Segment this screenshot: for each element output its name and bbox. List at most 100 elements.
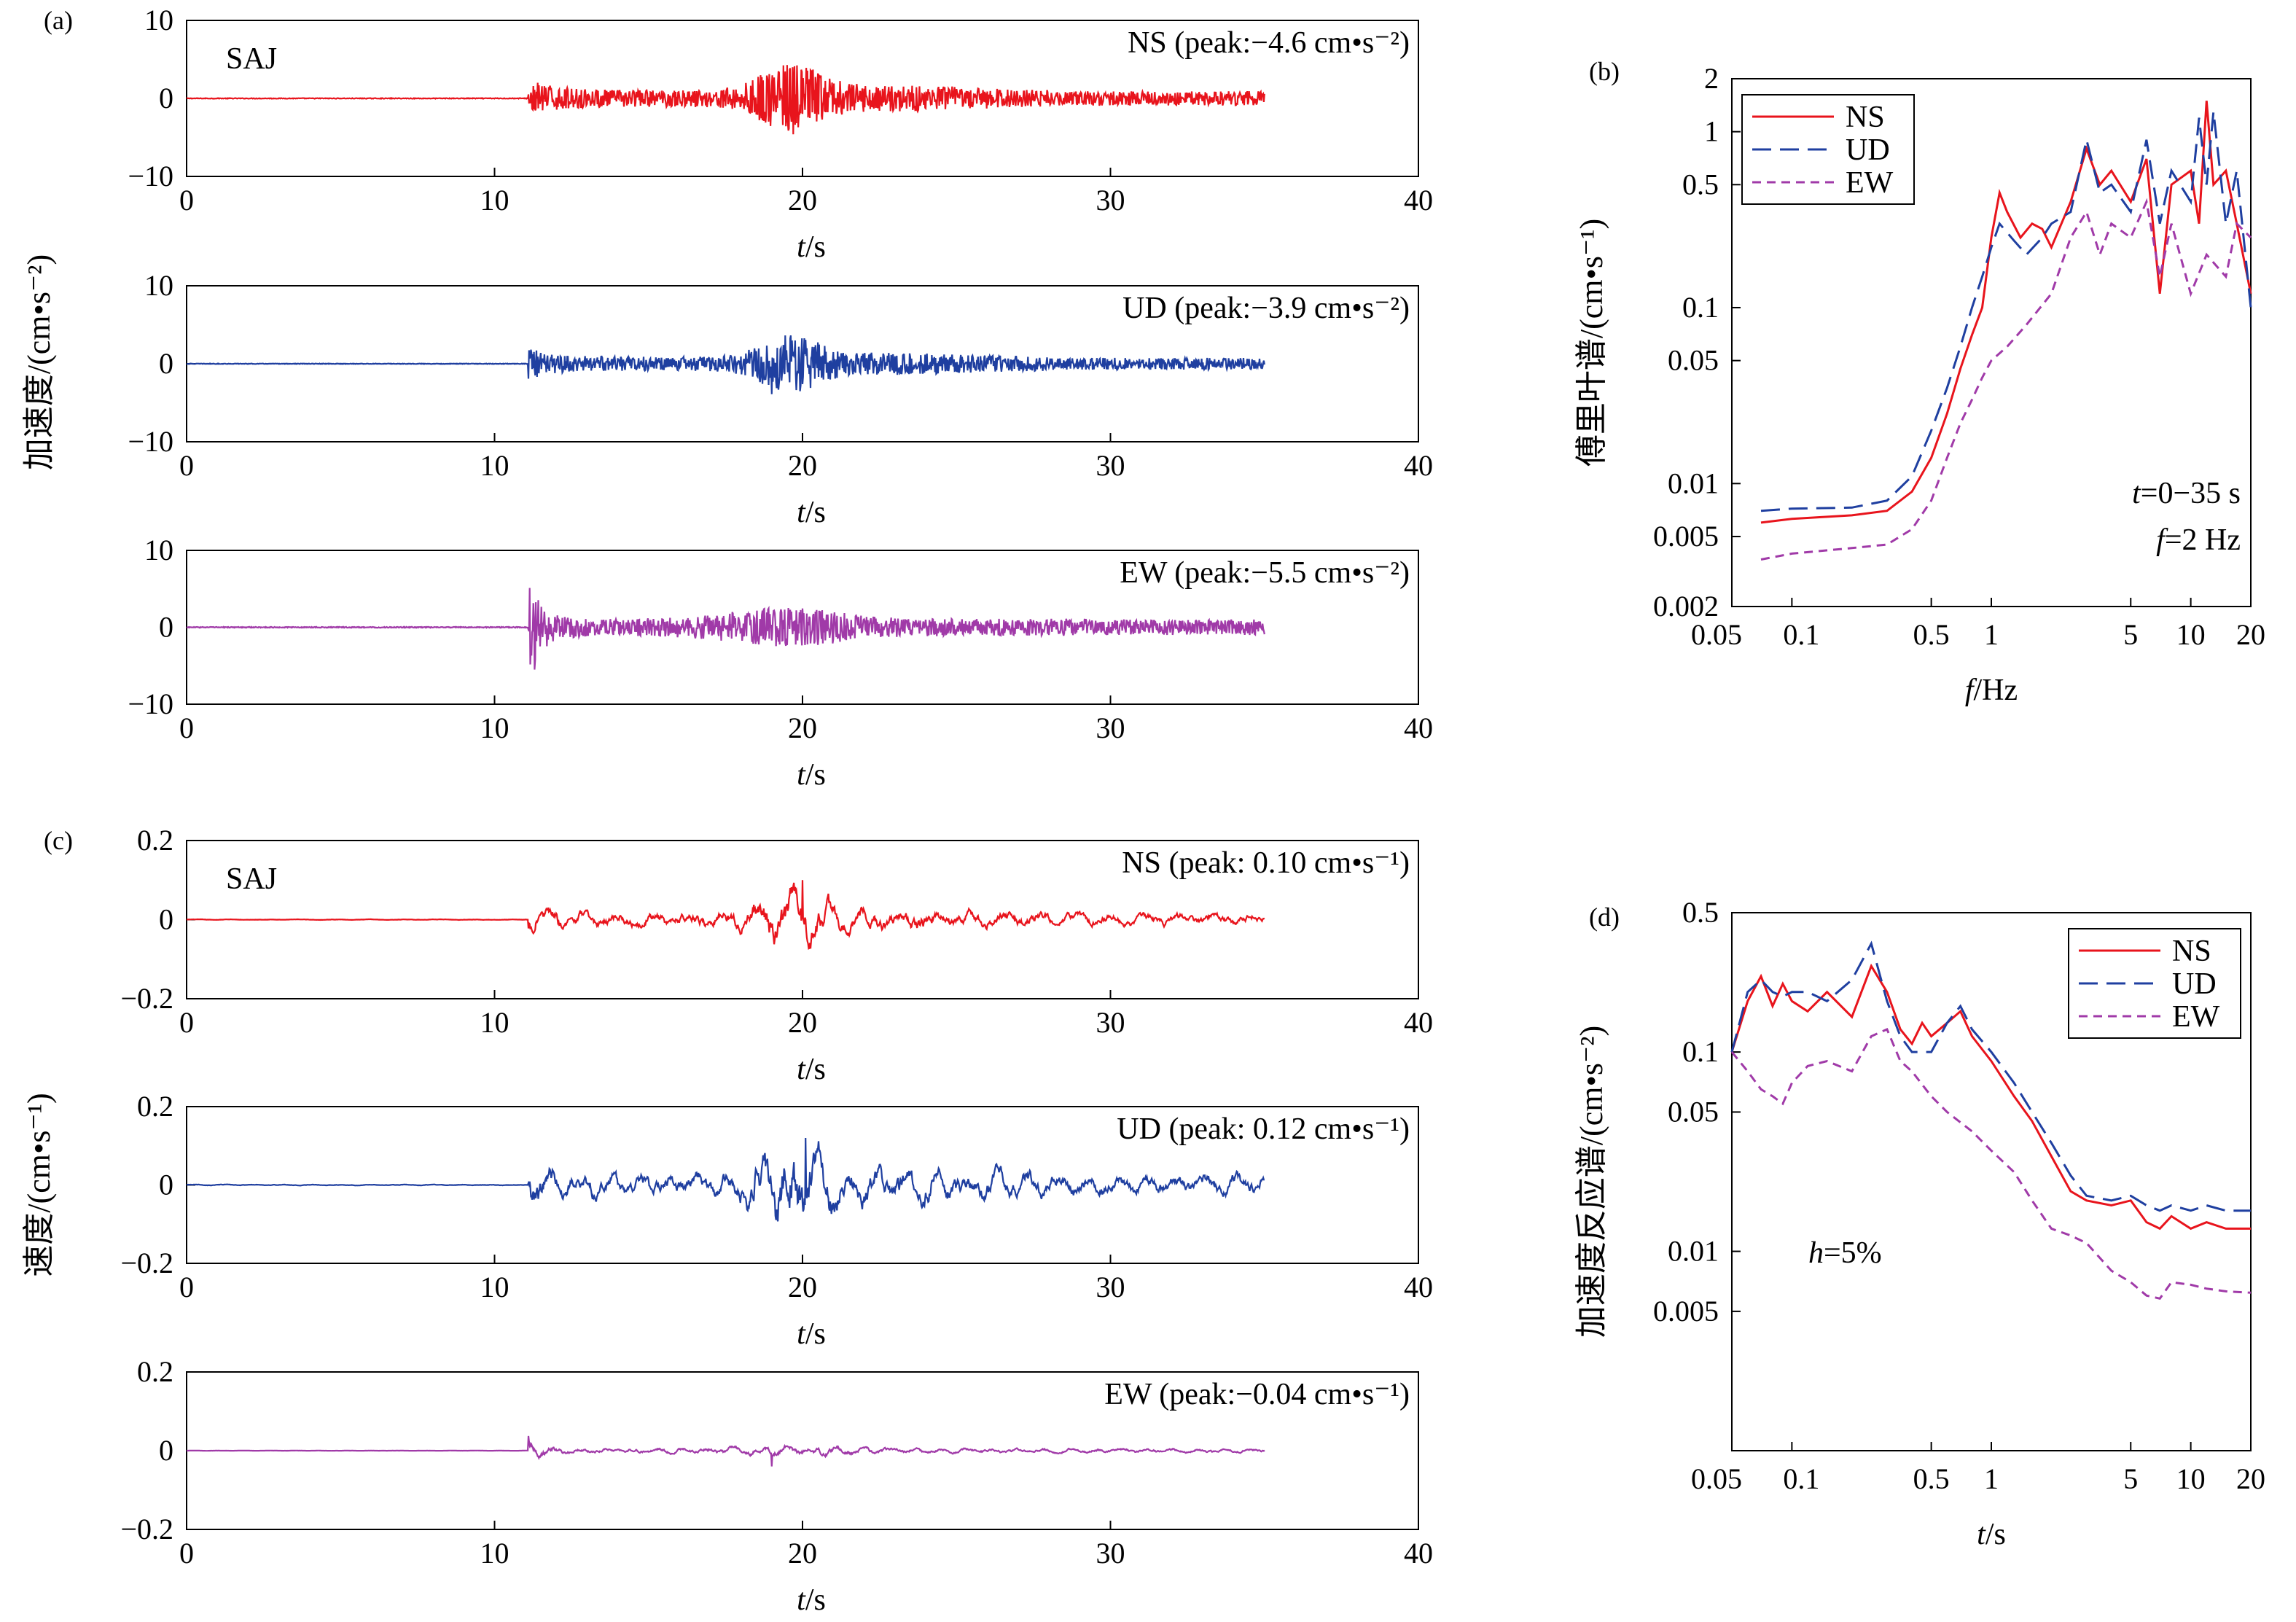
x-tick-label: 40 <box>1404 711 1433 744</box>
x-tick-label: 30 <box>1096 449 1125 482</box>
legend-label: NS <box>2172 935 2211 968</box>
y-axis-label: 加速度/(cm•s⁻²) <box>21 254 57 470</box>
y-tick-label: 0.2 <box>137 1355 173 1388</box>
x-tick-label: 20 <box>788 1006 817 1039</box>
x-tick-label: 20 <box>788 1537 817 1570</box>
legend-label: NS <box>1846 101 1885 134</box>
y-tick-label: 0.005 <box>1653 1295 1719 1327</box>
x-tick-label: 0.05 <box>1691 1462 1742 1495</box>
peak-annotation: NS (peak:−4.6 cm•s⁻²) <box>1128 26 1410 60</box>
x-tick-label: 0 <box>179 1271 194 1303</box>
x-tick-label: 10 <box>480 1006 509 1039</box>
x-tick-label: 0 <box>179 449 194 482</box>
subplot-ew: 0.20−0.20 10 20 30 40t/sEW (peak:−0.04 cm•s⁻… <box>120 1355 1433 1617</box>
y-tick-label: 10 <box>144 269 173 302</box>
panel-b: (b) 0.05 0.1 0.5 1 5 10 20 0.002 0.005 0.01 0.05 0.1… <box>1574 57 2265 707</box>
waveform-ns <box>186 880 1265 950</box>
x-axis-label: t/s <box>1977 1518 2006 1551</box>
x-tick-label: 10 <box>480 184 509 217</box>
x-axis-label: t/s <box>797 1317 826 1351</box>
waveform-ew <box>186 588 1265 670</box>
y-tick-label: 0.1 <box>1682 291 1719 324</box>
y-tick-label: 0.2 <box>137 824 173 857</box>
y-axis-label: 速度/(cm•s⁻¹) <box>21 1093 57 1276</box>
x-tick-label: 20 <box>788 449 817 482</box>
x-tick-label: 30 <box>1096 1271 1125 1303</box>
legend-label: UD <box>2172 967 2217 1001</box>
x-tick-label: 40 <box>1404 1006 1433 1039</box>
x-tick-label: 0.5 <box>1913 618 1950 651</box>
annotation: f=2 Hz <box>2156 523 2241 557</box>
series-ns <box>1730 963 2251 1231</box>
x-tick-label: 0.1 <box>1783 1462 1819 1495</box>
waveform-ud <box>186 1137 1265 1222</box>
subplot-ns: 0.20−0.20 10 20 30 40t/sNS (peak: 0.10 cm•s⁻… <box>120 824 1433 1086</box>
y-tick-label: −0.2 <box>120 1247 173 1279</box>
y-tick-label: −0.2 <box>120 982 173 1015</box>
waveform-ns <box>186 65 1265 135</box>
x-tick-label: 10 <box>480 1537 509 1570</box>
x-tick-label: 1 <box>1984 618 1999 651</box>
subplot-ew: 100−100 10 20 30 40t/sEW (peak:−5.5 cm•s⁻²) <box>128 534 1433 792</box>
y-tick-label: 0 <box>159 611 173 644</box>
x-tick-label: 0.1 <box>1783 618 1819 651</box>
series-ew <box>1760 198 2252 561</box>
y-tick-label: −10 <box>128 160 173 192</box>
peak-annotation: UD (peak:−3.9 cm•s⁻²) <box>1122 292 1410 325</box>
y-axis-label: 傅里叶谱/(cm•s⁻¹) <box>1574 219 1609 467</box>
series-ew <box>1730 1028 2252 1300</box>
x-tick-label: 30 <box>1096 1006 1125 1039</box>
subplot-ns: 100−100 10 20 30 40t/sNS (peak:−4.6 cm•s⁻²)S… <box>128 4 1433 264</box>
x-tick-label: 0 <box>179 1006 194 1039</box>
y-tick-label: 0 <box>159 347 173 380</box>
x-tick-label: 40 <box>1404 449 1433 482</box>
x-tick-label: 20 <box>788 711 817 744</box>
x-tick-label: 5 <box>2123 1462 2138 1495</box>
panel-c: (c)速度/(cm•s⁻¹)0.20−0.20 10 20 30 40t/sNS (pe… <box>21 824 1433 1617</box>
waveform-ew <box>187 1435 1265 1467</box>
station-label: SAJ <box>226 862 277 896</box>
y-tick-label: 0.2 <box>137 1090 173 1123</box>
peak-annotation: EW (peak:−0.04 cm•s⁻¹) <box>1104 1378 1410 1411</box>
y-tick-label: 0.002 <box>1653 590 1719 623</box>
y-tick-label: 10 <box>144 4 173 36</box>
x-tick-label: 1 <box>1984 1462 1999 1495</box>
series-ud <box>1760 112 2252 512</box>
y-tick-label: 0.05 <box>1668 344 1719 377</box>
x-tick-label: 10 <box>480 711 509 744</box>
y-tick-label: 0 <box>159 82 173 114</box>
y-tick-label: 2 <box>1704 62 1719 95</box>
legend-label: UD <box>1846 133 1890 167</box>
x-tick-label: 10 <box>480 449 509 482</box>
x-tick-label: 0 <box>179 184 194 217</box>
y-tick-label: 0.01 <box>1668 1235 1719 1268</box>
x-tick-label: 0 <box>179 1537 194 1570</box>
subplot-ud: 0.20−0.20 10 20 30 40t/sUD (peak: 0.12 cm•s⁻… <box>120 1090 1433 1351</box>
y-tick-label: 0 <box>159 1169 173 1201</box>
y-tick-label: 0.5 <box>1682 896 1719 929</box>
y-tick-label: 10 <box>144 534 173 566</box>
station-label: SAJ <box>226 42 277 76</box>
peak-annotation: NS (peak: 0.10 cm•s⁻¹) <box>1122 846 1410 880</box>
panel-label: (d) <box>1589 902 1620 932</box>
panel-label: (c) <box>44 826 73 855</box>
y-tick-label: 1 <box>1704 115 1719 148</box>
x-axis-label: t/s <box>797 1583 826 1617</box>
y-tick-label: 0.005 <box>1653 520 1719 553</box>
legend-label: EW <box>2172 1000 2220 1034</box>
panel-a: (a)加速度/(cm•s⁻²)100−100 10 20 30 40t/sNS (pea… <box>21 4 1433 792</box>
y-tick-label: 0.1 <box>1682 1035 1719 1068</box>
waveform-ud <box>186 335 1265 394</box>
series-ns <box>1760 101 2252 524</box>
peak-annotation: EW (peak:−5.5 cm•s⁻²) <box>1120 556 1410 590</box>
x-tick-label: 30 <box>1096 711 1125 744</box>
x-tick-label: 0.05 <box>1691 618 1742 651</box>
x-tick-label: 20 <box>2236 1462 2265 1495</box>
panel-label: (b) <box>1589 57 1620 86</box>
x-tick-label: 30 <box>1096 184 1125 217</box>
annotation: t=0−35 s <box>2132 477 2241 510</box>
x-axis-label: t/s <box>797 230 826 264</box>
x-tick-label: 20 <box>788 1271 817 1303</box>
